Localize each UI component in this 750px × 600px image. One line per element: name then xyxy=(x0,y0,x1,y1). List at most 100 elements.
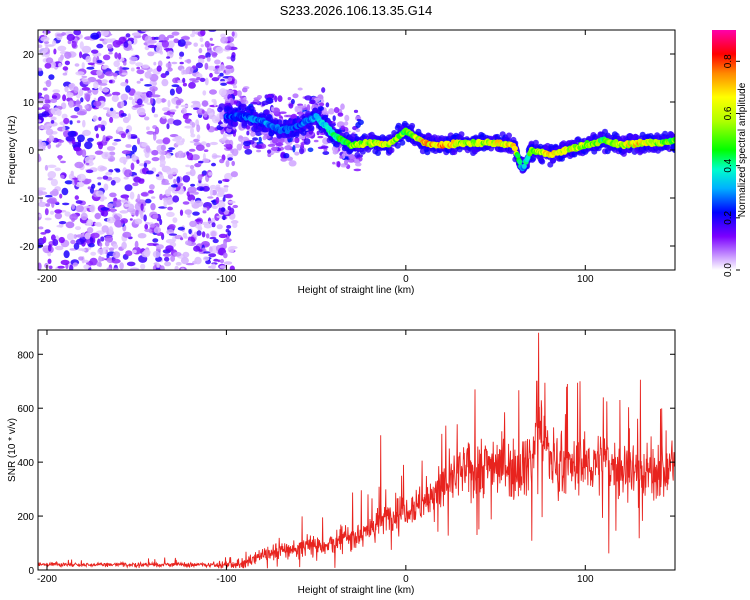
spectrogram-noise-blobs xyxy=(38,30,365,270)
ridge-halo xyxy=(263,109,270,116)
noise-blob xyxy=(108,52,113,55)
noise-blob xyxy=(100,30,110,37)
noise-blob xyxy=(222,178,230,182)
noise-blob xyxy=(115,169,121,173)
noise-blob xyxy=(182,232,188,239)
noise-blob xyxy=(241,136,250,142)
noise-blob xyxy=(129,56,138,62)
noise-blob xyxy=(87,62,95,66)
noise-blob xyxy=(98,255,102,263)
noise-blob xyxy=(292,145,296,153)
noise-blob xyxy=(211,98,216,103)
noise-blob xyxy=(99,242,103,247)
x-tick-label: -200 xyxy=(37,274,57,285)
noise-blob xyxy=(184,125,193,129)
noise-blob xyxy=(48,135,55,142)
noise-blob xyxy=(134,240,139,249)
noise-blob xyxy=(220,82,228,86)
noise-blob xyxy=(38,201,47,207)
noise-blob xyxy=(39,197,43,203)
noise-blob xyxy=(337,112,344,117)
noise-blob xyxy=(242,87,248,93)
noise-blob xyxy=(43,30,48,37)
ridge-core xyxy=(517,159,523,165)
noise-blob xyxy=(90,232,100,239)
noise-blob xyxy=(58,62,62,68)
noise-blob xyxy=(204,40,210,48)
noise-blob xyxy=(347,159,355,163)
noise-blob xyxy=(313,139,319,143)
colorbar-tick-label: 0.4 xyxy=(723,158,734,172)
noise-blob xyxy=(58,139,65,143)
noise-blob xyxy=(54,212,63,220)
noise-blob xyxy=(111,94,119,103)
noise-blob xyxy=(101,65,108,70)
noise-blob xyxy=(58,221,67,225)
noise-blob xyxy=(258,136,262,143)
noise-blob xyxy=(187,186,197,194)
noise-blob xyxy=(112,200,122,208)
noise-blob xyxy=(86,219,94,227)
noise-blob xyxy=(61,32,66,36)
noise-blob xyxy=(95,133,99,139)
noise-blob xyxy=(163,112,171,116)
noise-blob xyxy=(106,44,113,49)
noise-blob xyxy=(169,88,175,96)
noise-blob xyxy=(121,150,131,155)
noise-blob xyxy=(99,100,106,107)
noise-blob xyxy=(355,122,361,128)
noise-blob xyxy=(155,45,163,54)
noise-blob xyxy=(207,196,214,199)
noise-blob xyxy=(124,184,133,192)
noise-blob xyxy=(211,115,220,124)
noise-blob xyxy=(164,189,171,197)
noise-blob xyxy=(61,113,68,120)
noise-blob xyxy=(136,159,140,164)
noise-blob xyxy=(83,264,90,270)
noise-blob xyxy=(353,109,359,113)
noise-blob xyxy=(225,65,234,70)
noise-blob xyxy=(339,155,343,159)
noise-blob xyxy=(320,145,329,149)
noise-blob xyxy=(211,77,220,82)
noise-blob xyxy=(169,167,179,175)
colorbar-tick-label: 0.0 xyxy=(723,263,734,277)
noise-blob xyxy=(66,233,75,241)
x-tick-label: -100 xyxy=(216,574,236,585)
noise-blob xyxy=(188,148,196,152)
noise-blob xyxy=(52,89,60,93)
noise-blob xyxy=(219,64,226,72)
noise-blob xyxy=(132,249,137,254)
noise-blob xyxy=(209,188,213,197)
noise-blob xyxy=(151,196,156,199)
noise-blob xyxy=(189,165,195,170)
noise-blob xyxy=(159,193,164,201)
noise-blob xyxy=(156,65,162,72)
noise-blob xyxy=(193,107,200,110)
noise-blob xyxy=(143,162,148,168)
noise-blob xyxy=(165,153,172,159)
noise-blob xyxy=(125,250,133,257)
noise-blob xyxy=(321,87,326,93)
noise-blob xyxy=(294,151,300,156)
noise-blob xyxy=(50,178,59,187)
noise-blob xyxy=(204,77,209,86)
colorbar-tick-label: 0.8 xyxy=(723,54,734,68)
noise-blob xyxy=(86,227,94,234)
noise-blob xyxy=(63,250,70,259)
noise-blob xyxy=(111,115,120,119)
noise-blob xyxy=(86,66,95,70)
noise-blob xyxy=(188,228,192,235)
noise-blob xyxy=(152,250,161,258)
noise-blob xyxy=(70,239,76,245)
noise-blob xyxy=(132,105,142,108)
noise-blob xyxy=(325,102,330,108)
colorbar-tick-label: 0.2 xyxy=(723,210,734,224)
noise-blob xyxy=(197,58,205,64)
noise-blob xyxy=(98,142,103,150)
noise-blob xyxy=(81,87,90,91)
noise-blob xyxy=(194,219,202,222)
noise-blob xyxy=(120,82,128,87)
ridge-halo xyxy=(241,122,248,129)
noise-blob xyxy=(106,216,116,224)
